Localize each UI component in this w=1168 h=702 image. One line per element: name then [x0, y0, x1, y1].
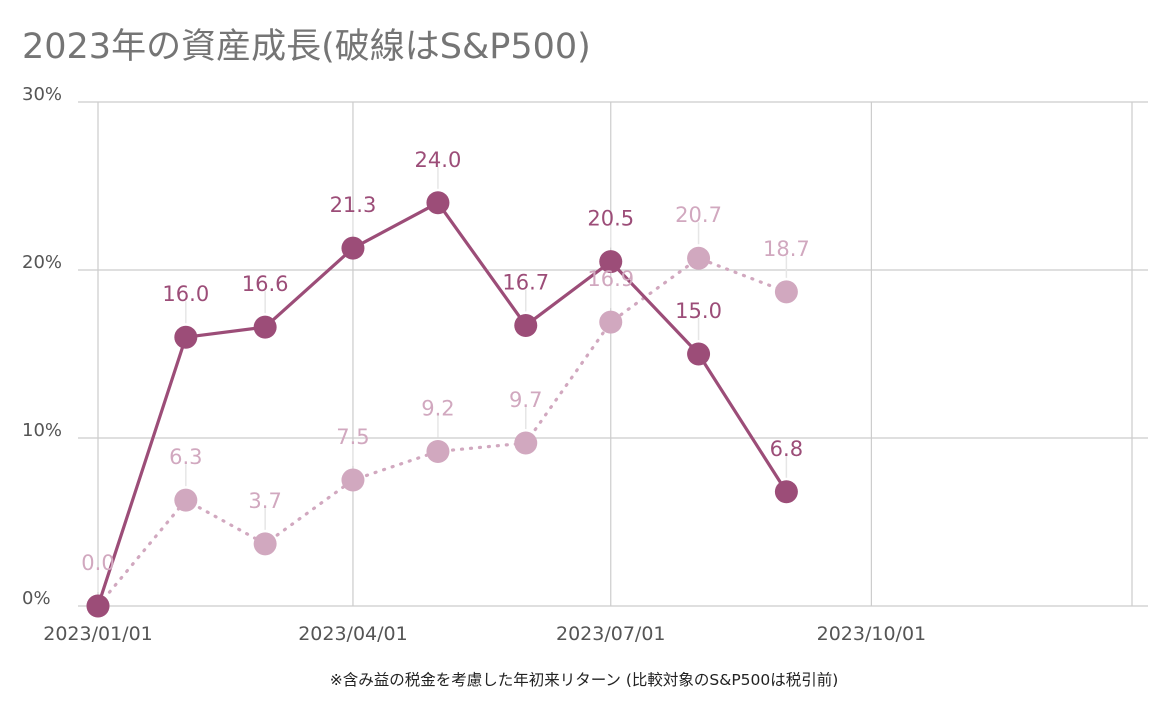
- solid-series-point: [86, 594, 110, 618]
- chart-footnote: ※含み益の税金を考慮した年初来リターン (比較対象のS&P500は税引前): [329, 671, 839, 689]
- solid-series-data-label: 16.6: [242, 272, 289, 296]
- solid-series-data-label: 15.0: [675, 299, 722, 323]
- dotted-series-point: [687, 246, 711, 270]
- dotted-series-data-label: 0.0: [81, 551, 114, 575]
- solid-series-point: [514, 313, 538, 337]
- dotted-series-data-label: 9.7: [509, 388, 542, 412]
- solid-series-data-label: 21.3: [330, 193, 377, 217]
- solid-series-point: [426, 191, 450, 215]
- dotted-series-data-label: 18.7: [763, 237, 810, 261]
- dotted-series-point: [341, 468, 365, 492]
- solid-series-point: [774, 480, 798, 504]
- dotted-series-point: [253, 532, 277, 556]
- dotted-series-data-label: 6.3: [169, 445, 202, 469]
- dotted-series-point: [426, 439, 450, 463]
- solid-series-data-label: 16.0: [162, 282, 209, 306]
- y-tick-label: 30%: [22, 84, 62, 105]
- solid-series-point: [341, 236, 365, 260]
- solid-series-point: [253, 315, 277, 339]
- chart-title: 2023年の資産成長(破線はS&P500): [22, 27, 591, 67]
- dotted-series-point: [599, 310, 623, 334]
- x-tick-label: 2023/01/01: [43, 623, 153, 645]
- solid-series-data-label: 16.7: [502, 270, 549, 294]
- solid-series-data-label: 6.8: [770, 437, 803, 461]
- x-tick-label: 2023/04/01: [298, 623, 408, 645]
- dotted-series-data-label: 9.2: [421, 396, 454, 420]
- dotted-series-point: [174, 488, 198, 512]
- y-tick-label: 20%: [22, 252, 62, 273]
- solid-series-point: [599, 250, 623, 274]
- x-tick-label: 2023/10/01: [817, 623, 927, 645]
- solid-series-point: [174, 325, 198, 349]
- y-tick-label: 10%: [22, 420, 62, 441]
- solid-series-data-label: 24.0: [415, 148, 462, 172]
- dotted-series-data-label: 3.7: [248, 489, 281, 513]
- solid-series-point: [687, 342, 711, 366]
- x-tick-label: 2023/07/01: [556, 623, 666, 645]
- axis-label-layer: 0% 10% 20% 30% 2023/01/01 2023/04/01 2023/07/0…: [22, 84, 926, 645]
- solid-series-data-label: 20.5: [587, 207, 634, 231]
- dotted-series-data-label: 7.5: [336, 425, 369, 449]
- series-layer: [86, 191, 798, 618]
- dotted-series-point: [514, 431, 538, 455]
- y-tick-label: 0%: [22, 588, 51, 609]
- data-label-layer: 0.0 6.3 3.7 7.5 9.2 9.7 16.9 20.7 18.7 16.0 16.6 21…: [81, 148, 810, 592]
- dotted-series-data-label: 16.9: [587, 267, 634, 291]
- dotted-series-point: [774, 280, 798, 304]
- dotted-series-data-label: 20.7: [675, 203, 722, 227]
